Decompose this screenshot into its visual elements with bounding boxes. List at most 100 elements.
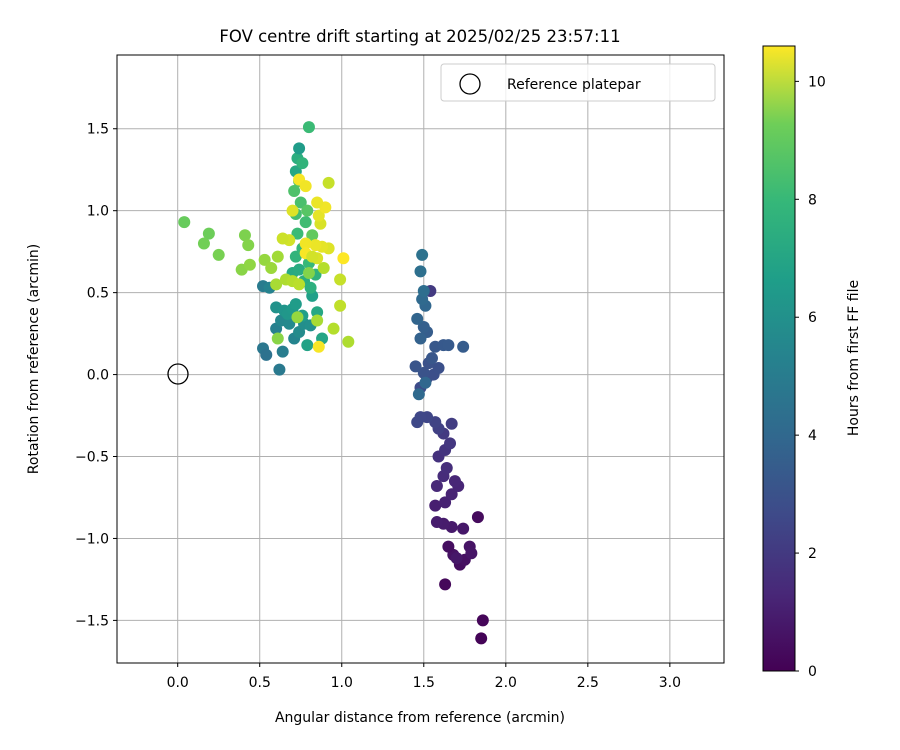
data-point bbox=[440, 461, 453, 474]
grid bbox=[117, 55, 724, 663]
reference-platepar-marker bbox=[167, 363, 189, 385]
data-point bbox=[457, 522, 470, 535]
y-axis-ticks: −1.5 −1.0 −0.5 0.0 0.5 1.0 1.5 bbox=[75, 122, 117, 629]
data-point bbox=[288, 185, 301, 198]
data-point bbox=[309, 239, 322, 252]
x-tick-label: 0.5 bbox=[249, 675, 271, 691]
data-point bbox=[306, 229, 319, 242]
data-point bbox=[457, 340, 470, 353]
x-tick-label: 1.0 bbox=[331, 675, 353, 691]
colorbar-label: Hours from first FF file bbox=[846, 280, 862, 436]
data-point bbox=[412, 388, 425, 401]
x-tick-label: 2.5 bbox=[577, 675, 599, 691]
plot-frame bbox=[116, 54, 725, 664]
data-point bbox=[296, 157, 309, 170]
data-point bbox=[197, 237, 210, 250]
y-tick-label: 0.0 bbox=[87, 368, 109, 384]
data-point bbox=[417, 284, 430, 297]
data-point bbox=[342, 335, 355, 348]
x-axis-ticks: 0.0 0.5 1.0 1.5 2.0 2.5 3.0 bbox=[167, 663, 681, 691]
data-point bbox=[322, 176, 335, 189]
data-point bbox=[442, 540, 455, 553]
data-point bbox=[299, 237, 312, 250]
data-point bbox=[411, 416, 424, 429]
data-point bbox=[202, 227, 215, 240]
data-point bbox=[411, 312, 424, 325]
colorbar-tick-label: 2 bbox=[808, 546, 817, 562]
data-point bbox=[416, 248, 429, 261]
colorbar-tick-label: 8 bbox=[808, 192, 817, 208]
data-point bbox=[286, 204, 299, 217]
data-point bbox=[293, 263, 306, 276]
data-point bbox=[276, 232, 289, 245]
data-point bbox=[445, 417, 458, 430]
data-point bbox=[258, 253, 271, 266]
data-point bbox=[260, 348, 273, 361]
data-point bbox=[475, 632, 488, 645]
x-tick-label: 2.0 bbox=[495, 675, 517, 691]
data-point bbox=[465, 547, 478, 560]
data-point bbox=[242, 239, 255, 252]
data-point bbox=[301, 204, 314, 217]
data-point bbox=[429, 499, 442, 512]
data-point bbox=[306, 250, 319, 263]
data-point bbox=[439, 578, 452, 591]
y-tick-label: 1.0 bbox=[87, 204, 109, 220]
data-point bbox=[445, 488, 458, 501]
colorbar-tick-label: 0 bbox=[808, 664, 817, 680]
data-point bbox=[293, 142, 306, 155]
data-point bbox=[417, 321, 430, 334]
data-point bbox=[334, 299, 347, 312]
data-point bbox=[271, 250, 284, 263]
data-point bbox=[327, 322, 340, 335]
colorbar-tick-label: 10 bbox=[808, 74, 826, 90]
legend-box bbox=[440, 63, 716, 102]
data-point bbox=[414, 332, 427, 345]
data-point bbox=[289, 298, 302, 311]
data-point bbox=[276, 345, 289, 358]
data-point bbox=[317, 262, 330, 275]
colorbar-tick-label: 4 bbox=[808, 428, 817, 444]
data-points bbox=[178, 121, 489, 645]
x-tick-label: 1.5 bbox=[413, 675, 435, 691]
data-point bbox=[425, 352, 438, 365]
y-tick-label: −0.5 bbox=[75, 450, 109, 466]
x-tick-label: 0.0 bbox=[167, 675, 189, 691]
data-point bbox=[243, 258, 256, 271]
data-point bbox=[439, 496, 452, 509]
data-point bbox=[311, 196, 324, 209]
data-point bbox=[302, 121, 315, 134]
data-point bbox=[442, 339, 455, 352]
data-point bbox=[265, 262, 278, 275]
x-tick-label: 3.0 bbox=[659, 675, 681, 691]
data-point bbox=[311, 314, 324, 327]
data-point bbox=[273, 363, 286, 376]
colorbar-tick-label: 6 bbox=[808, 310, 817, 326]
data-point bbox=[293, 278, 306, 291]
y-tick-label: 1.5 bbox=[87, 122, 109, 138]
data-point bbox=[283, 317, 296, 330]
y-axis-label: Rotation from reference (arcmin) bbox=[26, 244, 42, 474]
data-point bbox=[289, 250, 302, 263]
y-tick-label: −1.0 bbox=[75, 531, 109, 547]
colorbar-ticks: 0 2 4 6 8 10 bbox=[795, 74, 826, 680]
data-point bbox=[302, 266, 315, 279]
data-point bbox=[304, 281, 317, 294]
colorbar: 0 2 4 6 8 10 Hours from first FF file bbox=[762, 45, 862, 680]
data-point bbox=[337, 252, 350, 265]
y-tick-label: −1.5 bbox=[75, 613, 109, 629]
data-point bbox=[294, 196, 307, 209]
x-axis-label: Angular distance from reference (arcmin) bbox=[275, 710, 565, 726]
chart-title: FOV centre drift starting at 2025/02/25 … bbox=[219, 27, 620, 46]
data-point bbox=[414, 265, 427, 278]
data-point bbox=[212, 248, 225, 261]
data-point bbox=[444, 437, 457, 450]
legend: Reference platepar bbox=[440, 63, 716, 102]
data-point bbox=[419, 376, 432, 389]
data-point bbox=[270, 278, 283, 291]
data-point bbox=[312, 340, 325, 353]
data-point bbox=[334, 273, 347, 286]
data-point bbox=[432, 362, 445, 375]
data-point bbox=[299, 216, 312, 229]
